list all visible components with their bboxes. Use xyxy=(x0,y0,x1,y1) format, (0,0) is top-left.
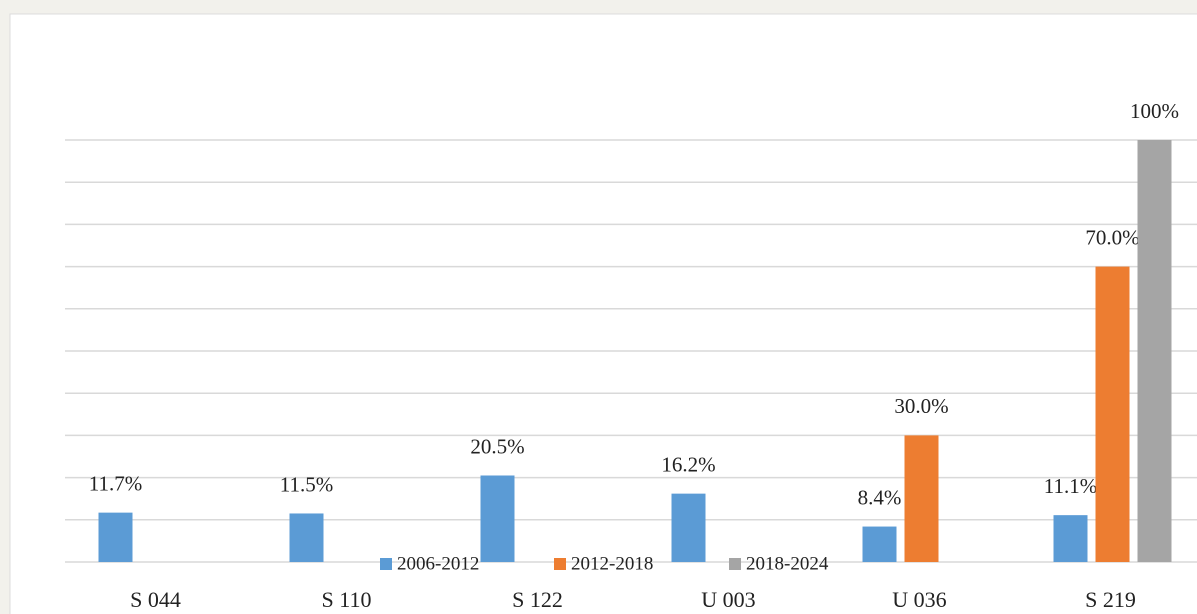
data-label: 11.1% xyxy=(1044,474,1097,498)
x-tick-label: U 003 xyxy=(701,587,755,612)
bar xyxy=(1095,266,1130,562)
x-tick-label: S 219 xyxy=(1085,587,1136,612)
x-tick-label: U 036 xyxy=(892,587,946,612)
legend-swatch xyxy=(554,558,566,570)
bar xyxy=(1137,140,1172,562)
data-label: 16.2% xyxy=(661,452,715,476)
data-label: 100% xyxy=(1130,99,1179,123)
data-label: 20.5% xyxy=(470,434,524,458)
data-label: 8.4% xyxy=(858,485,902,509)
bar xyxy=(904,435,939,562)
data-label: 11.7% xyxy=(89,471,142,495)
legend-label: 2018-2024 xyxy=(746,553,829,574)
bar xyxy=(480,475,515,562)
data-label: 70.0% xyxy=(1085,225,1139,249)
legend-label: 2006-2012 xyxy=(397,553,479,574)
data-label: 30.0% xyxy=(894,394,948,418)
bar xyxy=(98,512,133,562)
data-label: 11.5% xyxy=(280,472,333,496)
bar xyxy=(289,513,324,562)
x-tick-label: S 110 xyxy=(322,587,372,612)
bar xyxy=(671,493,706,562)
x-tick-label: S 044 xyxy=(130,587,181,612)
chart-panel xyxy=(9,13,1197,614)
legend-label: 2012-2018 xyxy=(571,553,653,574)
x-tick-label: S 122 xyxy=(512,587,563,612)
bar xyxy=(862,526,897,562)
bar xyxy=(1053,515,1088,562)
legend-swatch xyxy=(729,558,741,570)
legend-swatch xyxy=(380,558,392,570)
